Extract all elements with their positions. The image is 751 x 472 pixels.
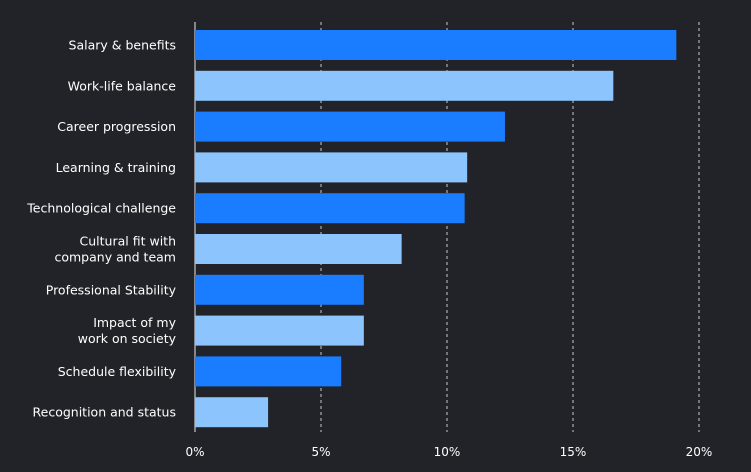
x-axis-ticks: 0% 5% 10% 15% 20% <box>185 445 712 459</box>
bar-2 <box>195 70 614 101</box>
category-labels: Salary & benefits Work-life balance Career… <box>26 38 176 420</box>
category-label-5: Technological challenge <box>26 201 176 216</box>
bar-3 <box>195 111 505 142</box>
category-label-10: Recognition and status <box>33 405 176 420</box>
bar-7 <box>195 274 364 305</box>
category-label-9: Schedule flexibility <box>58 364 177 379</box>
bar-5 <box>195 193 465 224</box>
category-label-8: Impact of my work on society <box>78 315 177 346</box>
category-label-2: Work-life balance <box>68 78 177 93</box>
bar-8 <box>195 315 364 346</box>
bar-4 <box>195 152 468 183</box>
category-label-1: Salary & benefits <box>69 38 176 53</box>
x-tick-label-5: 5% <box>311 445 330 459</box>
x-tick-label-20: 20% <box>686 445 713 459</box>
x-tick-label-0: 0% <box>185 445 204 459</box>
bar-9 <box>195 356 342 387</box>
bar-1 <box>195 30 677 60</box>
category-label-7: Professional Stability <box>46 282 177 297</box>
bar-10 <box>195 397 269 428</box>
category-label-3: Career progression <box>57 119 176 134</box>
category-label-6: Cultural fit with company and team <box>54 234 176 265</box>
bars <box>195 30 677 428</box>
x-tick-label-15: 15% <box>560 445 587 459</box>
category-label-4: Learning & training <box>56 160 176 175</box>
x-tick-label-10: 10% <box>434 445 461 459</box>
bar-6 <box>195 234 402 264</box>
